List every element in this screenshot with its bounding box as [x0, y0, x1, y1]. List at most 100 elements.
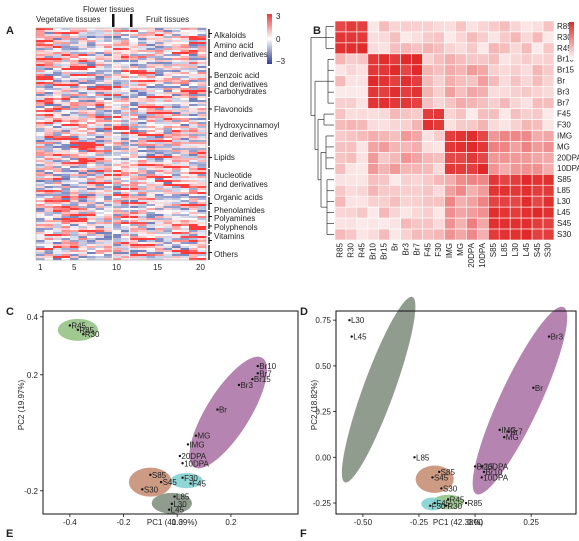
heatmap-cell [87, 130, 96, 133]
heatmap-cell [121, 226, 130, 229]
heatmap-cell [95, 122, 105, 125]
heatmap-cell [95, 146, 105, 149]
heatmap-cell [78, 124, 88, 127]
heatmap-cell [36, 36, 45, 39]
heatmap-cell [155, 240, 164, 243]
heatmap-cell [104, 68, 113, 71]
heatmap-cell [197, 158, 207, 161]
correlation-cell [531, 195, 544, 208]
heatmap-cell [44, 174, 54, 177]
correlation-cell [455, 184, 467, 197]
heatmap-cell [53, 128, 62, 131]
correlation-cell [455, 119, 467, 131]
heatmap-cell [112, 116, 122, 119]
correlation-cell [378, 53, 391, 66]
heatmap-cell [70, 192, 79, 195]
heatmap-cell [155, 98, 164, 101]
heatmap-cell [78, 110, 88, 113]
heatmap-cell [138, 196, 147, 199]
heatmap-cell [61, 222, 71, 225]
heatmap-cell [138, 98, 147, 101]
heatmap-cell [53, 188, 62, 191]
correlation-cell [422, 75, 434, 87]
heatmap-cell [172, 252, 181, 255]
heatmap-cell [95, 50, 105, 53]
heatmap-cell [163, 164, 173, 167]
heatmap-cell [95, 118, 105, 121]
heatmap-cell [155, 172, 164, 175]
heatmap-cell [78, 116, 88, 119]
heatmap-cell [61, 122, 71, 125]
heatmap-cell [112, 246, 122, 249]
heatmap-cell [61, 156, 71, 159]
heatmap-cell [180, 126, 190, 129]
heatmap-cell [180, 36, 190, 39]
heatmap-cell [163, 78, 173, 81]
heatmap-cell [44, 214, 54, 217]
heatmap-cell [172, 104, 181, 107]
heatmap-cell [129, 98, 139, 101]
heatmap-cell [78, 154, 88, 157]
correlation-cell [411, 97, 423, 109]
heatmap-cell [61, 254, 71, 257]
heatmap-cell [44, 250, 54, 253]
heatmap-cell [104, 196, 113, 199]
heatmap-cell [112, 36, 122, 39]
heatmap-cell [163, 48, 173, 51]
heatmap-cell [104, 190, 113, 193]
heatmap-cell [189, 92, 198, 95]
heatmap-cell [95, 246, 105, 249]
x-tick-label: -0.2 [117, 518, 131, 527]
heatmap-cell [61, 56, 71, 59]
heatmap-cell [197, 136, 207, 139]
heatmap-cell [53, 242, 62, 245]
heatmap-cell [138, 132, 147, 135]
heatmap-cell [36, 170, 45, 173]
heatmap-cell [53, 94, 62, 97]
heatmap-cell [197, 232, 207, 235]
heatmap-cell [146, 164, 156, 167]
y-tick-label: 0.75 [315, 316, 331, 325]
heatmap-cell [53, 142, 62, 145]
correlation-cell [531, 75, 544, 87]
heatmap-cell [163, 222, 173, 225]
heatmap-cell [172, 120, 181, 123]
heatmap-cell [44, 254, 54, 257]
heatmap-cell [44, 152, 54, 155]
heatmap-cell [53, 82, 62, 85]
heatmap-cell [172, 156, 181, 159]
heatmap-cell [36, 66, 45, 69]
heatmap-cell [70, 122, 79, 125]
correlation-cell [498, 119, 511, 131]
heatmap-cell [121, 106, 130, 109]
heatmap-cell [53, 88, 62, 91]
heatmap-cell [104, 212, 113, 215]
correlation-cell [356, 228, 369, 241]
correlation-cell [367, 86, 380, 98]
correlation-cell [444, 53, 456, 66]
cluster-ellipse [170, 473, 203, 489]
heatmap-cell [180, 146, 190, 149]
heatmap-cell [87, 54, 96, 57]
heatmap-cell [138, 172, 147, 175]
heatmap-cell [36, 254, 45, 257]
heatmap-cell [104, 158, 113, 161]
heatmap-cell [61, 70, 71, 73]
heatmap-cell [155, 220, 164, 223]
heatmap-cell [189, 54, 198, 57]
heatmap-cell [189, 48, 198, 51]
heatmap-cell [197, 60, 207, 63]
heatmap-cell [44, 48, 54, 51]
heatmap-cell [155, 200, 164, 203]
heatmap-cell [112, 28, 122, 31]
heatmap-cell [197, 180, 207, 183]
heatmap-cell [146, 156, 156, 159]
heatmap-cell [44, 240, 54, 243]
correlation-cell [389, 184, 401, 197]
heatmap-cell [36, 216, 45, 219]
correlation-cell [389, 53, 401, 66]
heatmap-cell [87, 68, 96, 71]
heatmap-cell [197, 254, 207, 257]
heatmap-cell [44, 186, 54, 189]
heatmap-cell [163, 162, 173, 165]
